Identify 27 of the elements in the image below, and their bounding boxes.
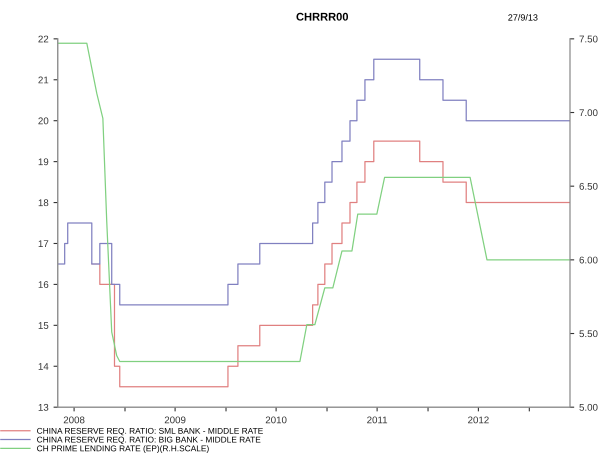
y-tick-label: 20	[38, 117, 48, 124]
x-tick-label: 2008	[64, 416, 84, 424]
y-tick-label: 18	[38, 199, 48, 206]
y2-tick-label: 6.00	[580, 256, 598, 264]
y-tick-label: 16	[38, 281, 48, 288]
line-series	[58, 42, 570, 362]
chart-title: CHRRR00	[296, 12, 348, 21]
y-tick-label: 14	[38, 363, 48, 370]
x-tick-label: 2009	[164, 416, 186, 424]
y2-tick-label: 5.00	[579, 404, 598, 411]
y2-tick-label: 7.00	[580, 109, 598, 116]
text: 27/9/13	[508, 14, 538, 21]
y-tick-label: 19	[38, 158, 48, 166]
y-tick-label: 13	[38, 404, 48, 411]
legend-label: CHINA RESERVE REQ. RATIO: BIG BANK - MIDDLE RATE	[37, 436, 260, 444]
y-tick-label: 21	[38, 76, 48, 84]
y2-tick-label: 5.50	[579, 330, 598, 338]
y2-tick-label: 6.50	[580, 182, 598, 190]
y-tick-label: 15	[38, 322, 48, 329]
legend-label: CHINA RESERVE REQ. RATIO: SML BANK - MIDDLE RATE	[37, 428, 263, 436]
y2-tick-label: 7.50	[580, 36, 598, 42]
x-tick-label: 2011	[367, 416, 388, 424]
x-tick-label: 2012	[468, 416, 489, 424]
x-tick-label: 2010	[266, 416, 287, 424]
legend-label: CH PRIME LENDING RATE (EP)(R.H.SCALE)	[37, 445, 209, 453]
y-tick-label: 17	[38, 240, 48, 247]
y-tick-label: 22	[38, 36, 48, 42]
